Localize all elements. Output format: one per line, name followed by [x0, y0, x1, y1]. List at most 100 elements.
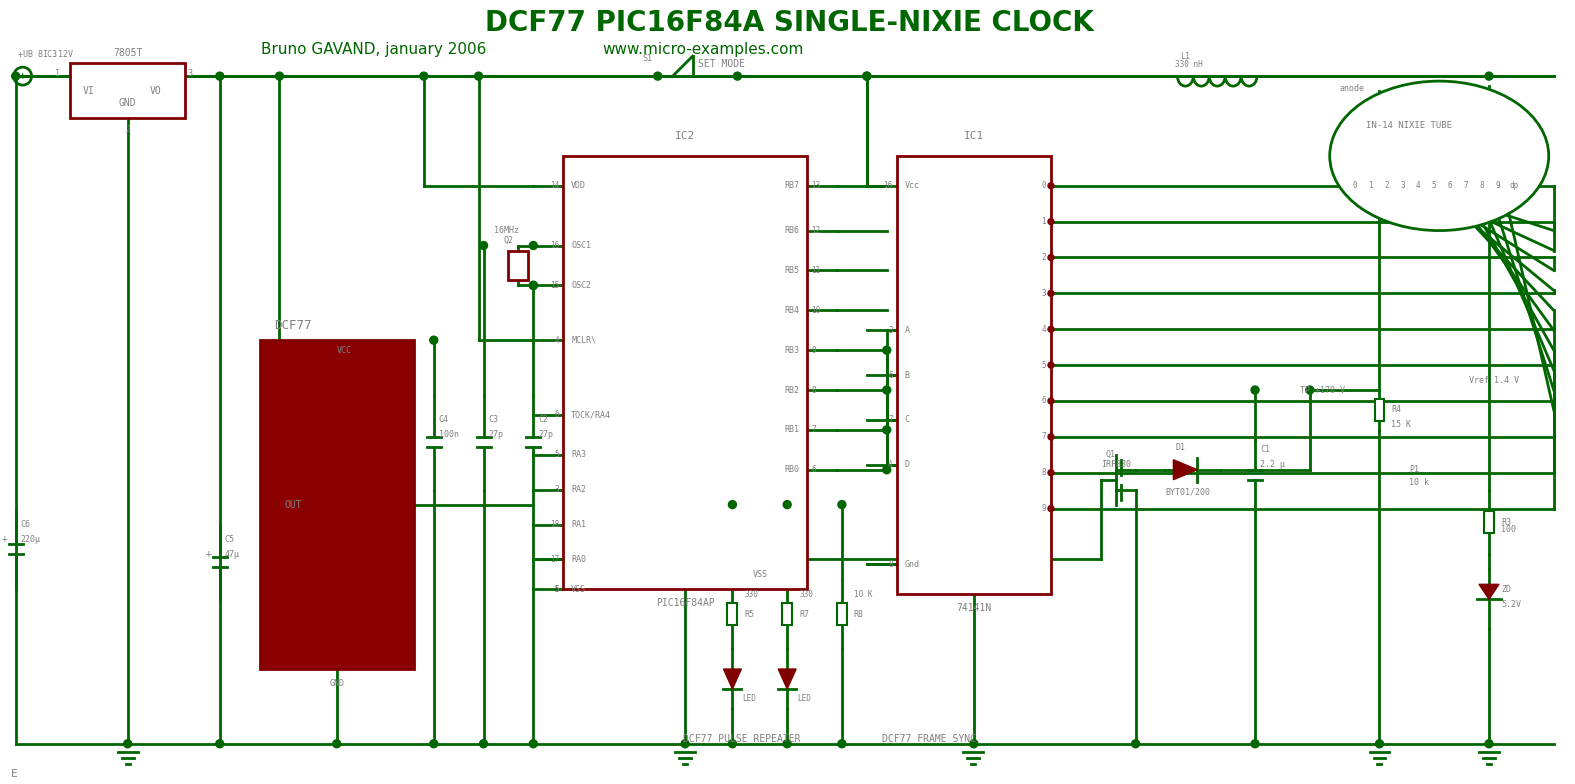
Text: PIC16F84AP: PIC16F84AP — [655, 598, 715, 608]
Text: 4: 4 — [554, 336, 559, 345]
Text: 6: 6 — [1447, 181, 1452, 191]
Text: VSS: VSS — [753, 570, 767, 579]
Bar — [564, 156, 806, 590]
Text: 9: 9 — [1496, 181, 1501, 191]
Circle shape — [734, 72, 742, 80]
Text: 2.2 µ: 2.2 µ — [1260, 460, 1285, 470]
Text: RB2: RB2 — [784, 386, 799, 394]
Circle shape — [1131, 740, 1140, 748]
Text: RB3: RB3 — [784, 346, 799, 354]
Text: RB6: RB6 — [784, 226, 799, 235]
Text: 15 K: 15 K — [1391, 420, 1411, 430]
Text: 6: 6 — [811, 465, 816, 474]
Text: Bruno GAVAND, january 2006: Bruno GAVAND, january 2006 — [261, 42, 487, 56]
Circle shape — [783, 501, 791, 509]
Text: 330 nH: 330 nH — [1175, 60, 1203, 69]
Text: 330: 330 — [799, 590, 813, 599]
Bar — [836, 603, 847, 625]
Text: 16: 16 — [550, 241, 559, 250]
Circle shape — [1047, 434, 1054, 440]
Text: 100n: 100n — [439, 430, 458, 439]
Text: 3: 3 — [554, 485, 559, 494]
Circle shape — [1047, 506, 1054, 512]
Text: B: B — [904, 371, 910, 379]
Circle shape — [276, 72, 284, 80]
Bar — [896, 156, 1051, 594]
Polygon shape — [1479, 584, 1499, 599]
Text: R7: R7 — [799, 610, 810, 619]
Text: D1: D1 — [1175, 443, 1186, 452]
Text: DCF77 PIC16F84A SINGLE-NIXIE CLOCK: DCF77 PIC16F84A SINGLE-NIXIE CLOCK — [485, 9, 1093, 38]
Text: 7: 7 — [1041, 432, 1046, 441]
Text: +: + — [206, 550, 211, 560]
Circle shape — [474, 72, 482, 80]
Text: RB7: RB7 — [784, 181, 799, 191]
Text: 8: 8 — [1041, 468, 1046, 477]
Text: 5: 5 — [1041, 361, 1046, 369]
Polygon shape — [1173, 459, 1197, 480]
Text: A: A — [904, 325, 910, 335]
Circle shape — [1485, 72, 1493, 80]
Text: R8: R8 — [854, 610, 863, 619]
Text: C: C — [904, 416, 910, 424]
Text: RA3: RA3 — [572, 450, 586, 459]
Bar — [1484, 511, 1495, 533]
Bar — [260, 340, 414, 669]
Circle shape — [216, 72, 224, 80]
Text: R4: R4 — [1391, 405, 1402, 415]
Circle shape — [680, 740, 690, 748]
Circle shape — [479, 740, 488, 748]
Text: VCC: VCC — [337, 346, 351, 354]
Text: 5: 5 — [1432, 181, 1436, 191]
Circle shape — [1251, 740, 1258, 748]
Text: 10 K: 10 K — [854, 590, 873, 599]
Text: 7: 7 — [1463, 181, 1468, 191]
Text: BYT01/200: BYT01/200 — [1166, 487, 1211, 496]
Text: E: E — [11, 768, 17, 779]
Text: 8: 8 — [888, 560, 893, 569]
Text: MCLR\: MCLR\ — [572, 336, 597, 345]
Circle shape — [11, 72, 19, 80]
Text: 16MHz: 16MHz — [493, 226, 518, 235]
Circle shape — [430, 336, 438, 344]
Text: 5: 5 — [554, 585, 559, 593]
Text: 2: 2 — [124, 125, 131, 134]
Circle shape — [529, 241, 537, 249]
Text: 10: 10 — [811, 306, 821, 315]
Text: 4: 4 — [1041, 325, 1046, 334]
Text: 16: 16 — [884, 181, 893, 191]
Text: 0: 0 — [1353, 181, 1358, 191]
Text: D: D — [904, 460, 910, 470]
Text: anode: anode — [1340, 84, 1364, 93]
Text: 18: 18 — [550, 520, 559, 529]
Circle shape — [529, 281, 537, 289]
Bar — [1375, 399, 1384, 421]
Text: VI: VI — [82, 85, 94, 96]
Circle shape — [1047, 290, 1054, 296]
Circle shape — [863, 72, 871, 80]
Text: C5: C5 — [225, 535, 235, 544]
Circle shape — [970, 740, 978, 748]
Text: 12: 12 — [811, 226, 821, 235]
Text: 3: 3 — [187, 69, 192, 78]
Text: 3: 3 — [1400, 181, 1405, 191]
Text: Gnd: Gnd — [904, 560, 920, 569]
Circle shape — [1047, 326, 1054, 332]
Text: GND: GND — [329, 680, 345, 688]
Polygon shape — [723, 669, 742, 689]
Text: OSC1: OSC1 — [572, 241, 591, 250]
Text: IC3: IC3 — [43, 49, 58, 59]
Text: 7: 7 — [811, 426, 816, 434]
Text: C6: C6 — [20, 520, 30, 529]
Circle shape — [729, 501, 737, 509]
Text: +: + — [19, 70, 27, 82]
Text: 9: 9 — [811, 346, 816, 354]
Circle shape — [479, 241, 488, 249]
Text: 17: 17 — [550, 555, 559, 564]
Text: 7: 7 — [888, 416, 893, 424]
Circle shape — [838, 501, 846, 509]
Text: R3: R3 — [1501, 517, 1510, 527]
Text: Vcc: Vcc — [904, 181, 920, 191]
Text: 14: 14 — [550, 181, 559, 191]
Circle shape — [882, 386, 891, 394]
